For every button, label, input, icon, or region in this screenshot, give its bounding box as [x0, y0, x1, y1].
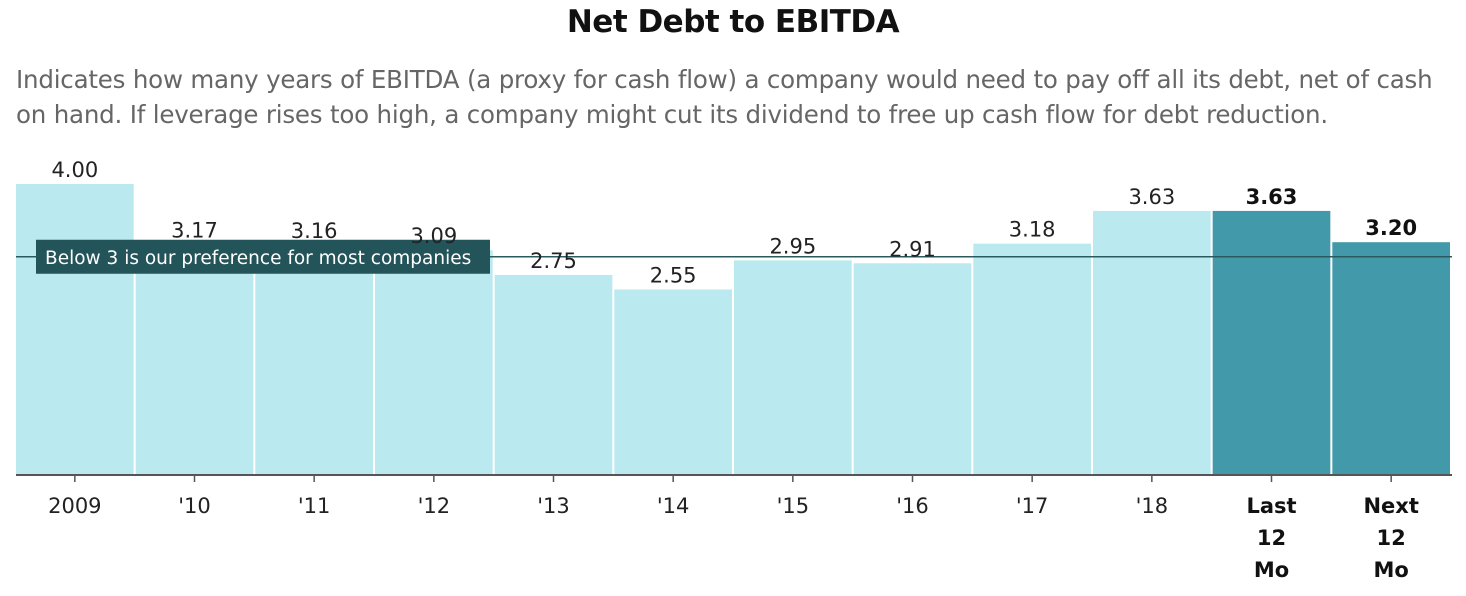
- value-label-1: 3.17: [171, 218, 218, 242]
- tick-label-11-2: Mo: [1374, 558, 1409, 582]
- x-axis: 2009 '10 '11 '12 '13 '14 '15 '16 '17 '18 Last 12 Mo N…: [16, 474, 1452, 582]
- value-label-5: 2.55: [650, 263, 697, 287]
- tick-label-2: '11: [298, 494, 331, 518]
- tick-label-1: '10: [178, 494, 211, 518]
- bar-3: [375, 250, 493, 475]
- tick-label-11-1: 12: [1377, 526, 1406, 550]
- value-label-8: 3.18: [1009, 218, 1056, 242]
- chart-title: Net Debt to EBITDA: [566, 4, 900, 40]
- value-label-11: 3.20: [1365, 216, 1417, 240]
- value-label-4: 2.75: [530, 249, 577, 273]
- value-label-9: 3.63: [1128, 185, 1175, 209]
- reference-line-group: Below 3 is our preference for most compa…: [16, 239, 1452, 274]
- reference-label: Below 3 is our preference for most compa…: [45, 248, 471, 269]
- tick-label-11-0: Next: [1363, 494, 1418, 518]
- chart-subtitle: Indicates how many years of EBITDA (a pr…: [16, 65, 1433, 129]
- value-label-3: 3.09: [410, 224, 457, 248]
- bar-5: [614, 289, 732, 475]
- value-label-0: 4.00: [51, 158, 98, 182]
- bar-7: [853, 263, 972, 475]
- value-labels-group: 4.00 3.17 3.16 3.09 2.75 2.55 2.95 2.91 3.18 3.63…: [51, 158, 1417, 287]
- tick-label-0: 2009: [48, 494, 101, 518]
- bar-11: [1332, 242, 1450, 475]
- value-label-7: 2.91: [889, 237, 936, 261]
- tick-label-7: '16: [896, 494, 929, 518]
- tick-label-8: '17: [1016, 494, 1049, 518]
- tick-label-10-2: Mo: [1254, 558, 1289, 582]
- value-label-2: 3.16: [291, 219, 338, 243]
- bars-group: [16, 184, 1450, 476]
- bar-8: [973, 243, 1091, 475]
- bar-10: [1212, 210, 1331, 476]
- value-label-10: 3.63: [1246, 185, 1298, 209]
- tick-label-3: '12: [418, 494, 451, 518]
- tick-label-10-0: Last: [1246, 494, 1296, 518]
- reference-label-box: [36, 239, 490, 274]
- tick-label-5: '14: [657, 494, 690, 518]
- bar-9: [1093, 210, 1211, 476]
- tick-label-10-1: 12: [1257, 526, 1286, 550]
- value-label-6: 2.95: [769, 234, 816, 258]
- bar-6: [734, 260, 852, 475]
- tick-label-6: '15: [777, 494, 810, 518]
- tick-label-4: '13: [537, 494, 570, 518]
- bar-4: [494, 274, 613, 475]
- tick-label-9: '18: [1136, 494, 1169, 518]
- bar-0: [16, 184, 134, 475]
- bar-2: [255, 245, 373, 475]
- bar-1: [135, 244, 254, 475]
